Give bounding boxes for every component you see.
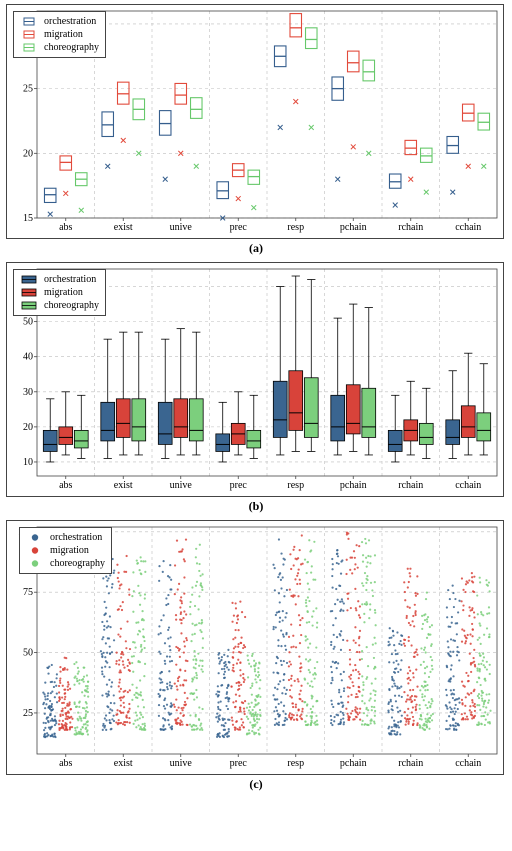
legend-swatch	[18, 30, 40, 39]
svg-text:cchain: cchain	[455, 222, 481, 233]
legend-label: orchestration	[44, 273, 96, 286]
legend-item-choreography: choreography	[18, 41, 99, 54]
legend-label: migration	[44, 28, 83, 41]
legend-swatch	[24, 533, 46, 542]
legend-label: choreography	[44, 41, 99, 54]
svg-text:50: 50	[23, 317, 33, 328]
panel-b: orchestrationmigrationchoreography 10 20 3…	[6, 262, 504, 497]
svg-text:prec: prec	[230, 480, 248, 491]
svg-text:resp: resp	[287, 222, 304, 233]
svg-text:unive: unive	[170, 480, 193, 491]
svg-text:25: 25	[23, 708, 33, 719]
svg-text:50: 50	[23, 648, 33, 659]
legend-label: orchestration	[44, 15, 96, 28]
svg-text:resp: resp	[287, 480, 304, 491]
svg-text:pchain: pchain	[340, 758, 367, 769]
legend-label: migration	[50, 544, 89, 557]
legend-panel-c: orchestrationmigrationchoreography	[19, 527, 112, 574]
legend-item-migration: migration	[24, 544, 105, 557]
legend-item-migration: migration	[18, 28, 99, 41]
legend-label: choreography	[50, 557, 105, 570]
svg-text:exist: exist	[114, 758, 133, 769]
legend-item-choreography: choreography	[24, 557, 105, 570]
legend-label: choreography	[44, 299, 99, 312]
svg-text:resp: resp	[287, 758, 304, 769]
svg-text:exist: exist	[114, 222, 133, 233]
svg-text:abs: abs	[59, 480, 72, 491]
legend-swatch	[18, 288, 40, 297]
svg-text:75: 75	[23, 587, 33, 598]
legend-panel-b: orchestrationmigrationchoreography	[13, 269, 106, 316]
legend-item-choreography: choreography	[18, 299, 99, 312]
svg-text:30: 30	[23, 387, 33, 398]
svg-text:cchain: cchain	[455, 480, 481, 491]
svg-text:rchain: rchain	[398, 758, 423, 769]
svg-text:prec: prec	[230, 758, 248, 769]
svg-text:10: 10	[23, 457, 33, 468]
svg-text:15: 15	[23, 213, 33, 224]
legend-swatch	[18, 43, 40, 52]
panel-a: orchestrationmigrationchoreography 15 20 2…	[6, 4, 504, 239]
svg-text:20: 20	[23, 422, 33, 433]
svg-text:exist: exist	[114, 480, 133, 491]
legend-item-migration: migration	[18, 286, 99, 299]
svg-text:rchain: rchain	[398, 480, 423, 491]
svg-text:abs: abs	[59, 758, 72, 769]
svg-text:abs: abs	[59, 222, 72, 233]
legend-panel-a: orchestrationmigrationchoreography	[13, 11, 106, 58]
legend-label: migration	[44, 286, 83, 299]
svg-text:unive: unive	[170, 758, 193, 769]
panel-c: orchestrationmigrationchoreography 25 50 7…	[6, 520, 504, 775]
legend-swatch	[18, 17, 40, 26]
svg-text:rchain: rchain	[398, 222, 423, 233]
svg-text:20: 20	[23, 148, 33, 159]
legend-swatch	[18, 301, 40, 310]
svg-text:pchain: pchain	[340, 480, 367, 491]
svg-text:prec: prec	[230, 222, 248, 233]
figure: orchestrationmigrationchoreography 15202…	[0, 0, 512, 851]
svg-text:pchain: pchain	[340, 222, 367, 233]
legend-swatch	[24, 559, 46, 568]
panel-c-caption: (c)	[6, 775, 506, 798]
svg-text:unive: unive	[170, 222, 193, 233]
panel-b-caption: (b)	[6, 497, 506, 520]
legend-swatch	[24, 546, 46, 555]
legend-swatch	[18, 275, 40, 284]
legend-item-orchestration: orchestration	[18, 273, 99, 286]
svg-text:cchain: cchain	[455, 758, 481, 769]
legend-item-orchestration: orchestration	[18, 15, 99, 28]
legend-item-orchestration: orchestration	[24, 531, 105, 544]
svg-text:40: 40	[23, 352, 33, 363]
panel-a-caption: (a)	[6, 239, 506, 262]
legend-label: orchestration	[50, 531, 102, 544]
svg-text:25: 25	[23, 84, 33, 95]
